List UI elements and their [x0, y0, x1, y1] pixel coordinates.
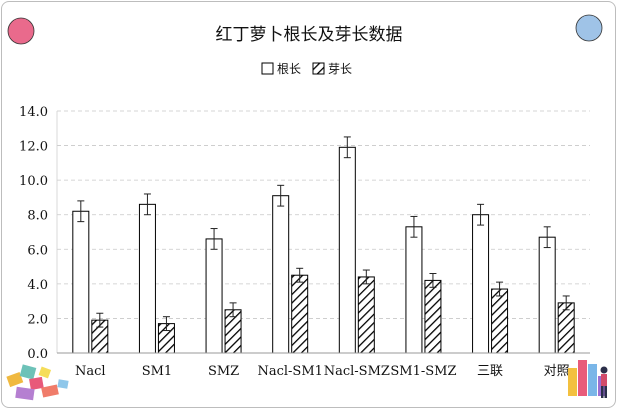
x-tick-label: SMZ [208, 364, 239, 379]
puzzle-blocks-icon [6, 364, 69, 401]
y-tick-label: 8.0 [27, 209, 48, 224]
x-tick-label: Nacl-SM1 [257, 364, 322, 379]
y-tick-label: 14.0 [19, 105, 48, 120]
legend: 根长 芽长 [261, 62, 352, 76]
bar [424, 279, 442, 354]
x-tick-label: Nacl [75, 364, 106, 379]
bar [357, 276, 375, 354]
legend-swatch-root [261, 62, 274, 75]
bar [138, 203, 156, 354]
bar-chart-person-icon [568, 360, 608, 398]
x-axis: Nacl SM1 SMZ Nacl-SM1 Nacl-SMZ SM1-SMZ 三联 对照 [57, 352, 590, 379]
x-tick-label: SM1-SMZ [390, 364, 456, 379]
bar [405, 226, 423, 354]
x-tick-label: 三联 [477, 364, 503, 379]
y-tick-label: 12.0 [19, 140, 48, 155]
chart-title: 红丁萝卜根长及芽长数据 [216, 25, 403, 45]
bar [472, 214, 490, 354]
bar [557, 302, 575, 354]
bars [72, 136, 575, 354]
bar [205, 238, 223, 354]
y-tick-label: 0.0 [27, 347, 48, 362]
grid-lines [57, 110, 590, 319]
legend-swatch-shoot [312, 62, 325, 75]
bar [72, 210, 90, 354]
x-tick-label: Nacl-SMZ [324, 364, 390, 379]
x-tick-label: SM1 [142, 364, 173, 379]
y-axis: 0.0 2.0 4.0 6.0 8.0 10.0 12.0 14.0 [19, 105, 58, 362]
y-tick-label: 6.0 [27, 243, 48, 258]
y-tick-label: 10.0 [19, 174, 48, 189]
left-circle-decoration [7, 17, 35, 45]
bar [272, 195, 290, 354]
legend-label-shoot: 芽长 [328, 62, 352, 76]
bar [491, 288, 509, 354]
bar [538, 236, 556, 354]
right-circle-decoration [575, 14, 603, 42]
y-tick-label: 4.0 [27, 278, 48, 293]
bar [338, 146, 356, 354]
y-tick-label: 2.0 [27, 312, 48, 327]
x-tick-label: 对照 [544, 364, 570, 379]
legend-label-root: 根长 [277, 62, 301, 76]
bar [291, 274, 309, 354]
